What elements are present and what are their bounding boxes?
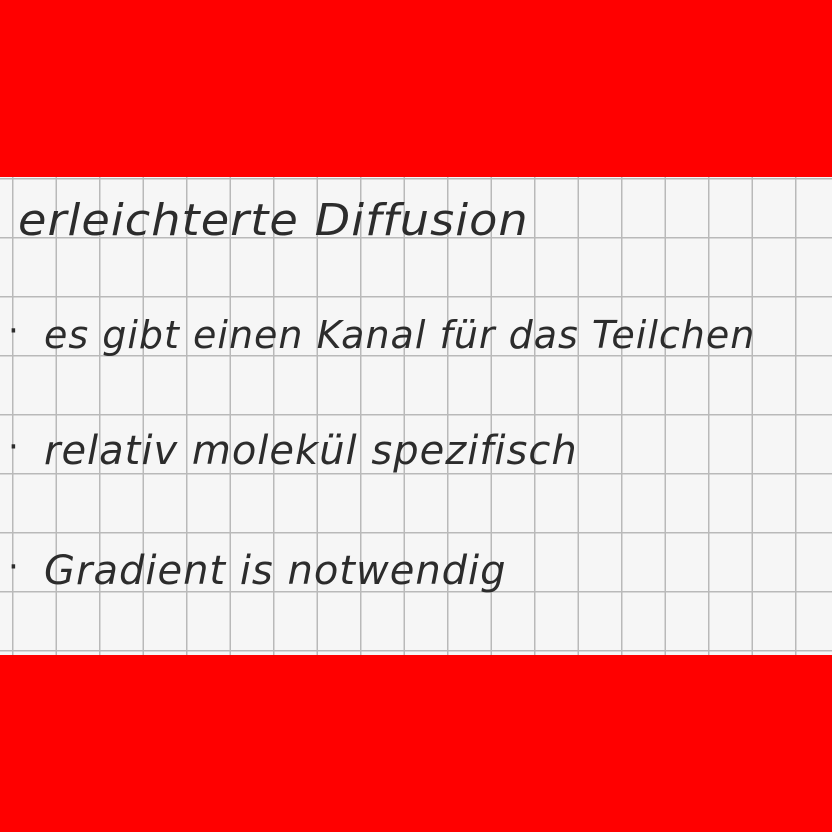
list-item-text: relativ molekül spezifisch — [44, 428, 578, 474]
bullet-marker: · — [8, 547, 19, 587]
list-item-text: es gibt einen Kanal für das Teilchen — [44, 313, 756, 357]
grid-paper-note: erleichterte Diffusion · es gibt einen K… — [0, 177, 832, 655]
bottom-red-band — [0, 655, 832, 832]
list-item-text: Gradient is notwendig — [44, 548, 507, 594]
bullet-marker: · — [8, 311, 19, 351]
top-red-band — [0, 0, 832, 177]
bullet-marker: · — [8, 427, 19, 467]
note-title: erleichterte Diffusion — [18, 195, 529, 246]
